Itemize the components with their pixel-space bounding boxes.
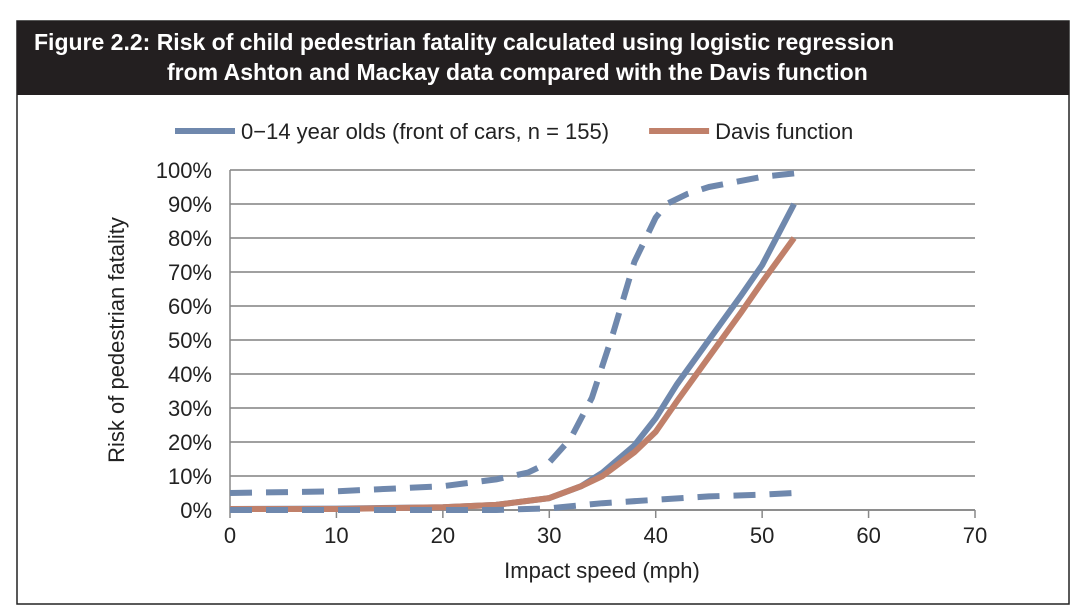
x-tick-label: 20	[431, 523, 455, 548]
x-tick-label: 40	[643, 523, 667, 548]
x-tick-label: 0	[224, 523, 236, 548]
y-tick-label: 10%	[168, 464, 212, 489]
legend-label: 0−14 year olds (front of cars, n = 155)	[241, 119, 609, 144]
x-tick-label: 70	[963, 523, 987, 548]
x-tick-label: 30	[537, 523, 561, 548]
frame	[16, 20, 1070, 605]
x-axis-label: Impact speed (mph)	[504, 558, 700, 583]
x-tick-label: 50	[750, 523, 774, 548]
y-tick-label: 0%	[180, 498, 212, 523]
y-tick-label: 20%	[168, 430, 212, 455]
header	[17, 21, 1069, 95]
chart-title: Figure 2.2: Risk of child pedestrian fat…	[34, 29, 894, 55]
legend-label: Davis function	[715, 119, 853, 144]
y-tick-label: 80%	[168, 226, 212, 251]
bound-line	[229, 170, 795, 496]
y-tick-label: 60%	[168, 294, 212, 319]
series-line	[230, 236, 797, 512]
chart-subtitle: from Ashton and Mackay data compared wit…	[167, 59, 868, 85]
x-tick-label: 60	[856, 523, 880, 548]
y-tick-label: 40%	[168, 362, 212, 387]
y-axis-label: Risk of pedestrian fatality	[104, 217, 129, 463]
y-tick-label: 50%	[168, 328, 212, 353]
x-tick-label: 10	[324, 523, 348, 548]
y-tick-label: 70%	[168, 260, 212, 285]
y-tick-label: 30%	[168, 396, 212, 421]
y-tick-label: 100%	[156, 158, 212, 183]
y-tick-label: 90%	[168, 192, 212, 217]
bound-line	[230, 490, 795, 513]
